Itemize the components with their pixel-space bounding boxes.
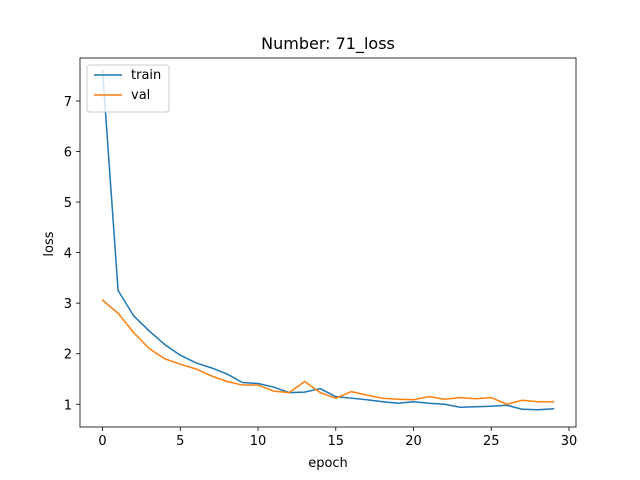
legend: train val bbox=[86, 64, 170, 113]
plot-area: 0 5 10 15 20 25 30 1 2 3 4 5 6 7 train val bbox=[64, 57, 578, 449]
y-tick-label: 3 bbox=[64, 297, 72, 312]
y-tick-label: 5 bbox=[64, 196, 72, 211]
legend-label-train: train bbox=[131, 68, 161, 83]
x-tick-label: 5 bbox=[176, 434, 184, 449]
x-tick-label: 30 bbox=[561, 434, 578, 449]
y-tick-label: 7 bbox=[64, 95, 72, 110]
series-line-val bbox=[101, 299, 555, 405]
x-tick-label: 20 bbox=[405, 434, 422, 449]
y-tick-label: 2 bbox=[64, 348, 72, 363]
y-tick-label: 4 bbox=[64, 247, 72, 262]
axes-frame bbox=[79, 57, 577, 428]
chart-title: Number: 71_loss bbox=[261, 34, 395, 54]
x-tick-label: 15 bbox=[328, 434, 345, 449]
x-tick-label: 10 bbox=[250, 434, 267, 449]
x-axis-label: epoch bbox=[308, 456, 348, 471]
y-tick-label: 1 bbox=[64, 398, 72, 413]
y-tick-label: 6 bbox=[64, 146, 72, 161]
y-axis-label: loss bbox=[42, 231, 57, 256]
x-tick-label: 0 bbox=[98, 434, 106, 449]
legend-label-val: val bbox=[131, 88, 150, 103]
series-line-train bbox=[101, 69, 555, 411]
legend-box bbox=[86, 64, 170, 113]
x-tick-label: 25 bbox=[483, 434, 500, 449]
